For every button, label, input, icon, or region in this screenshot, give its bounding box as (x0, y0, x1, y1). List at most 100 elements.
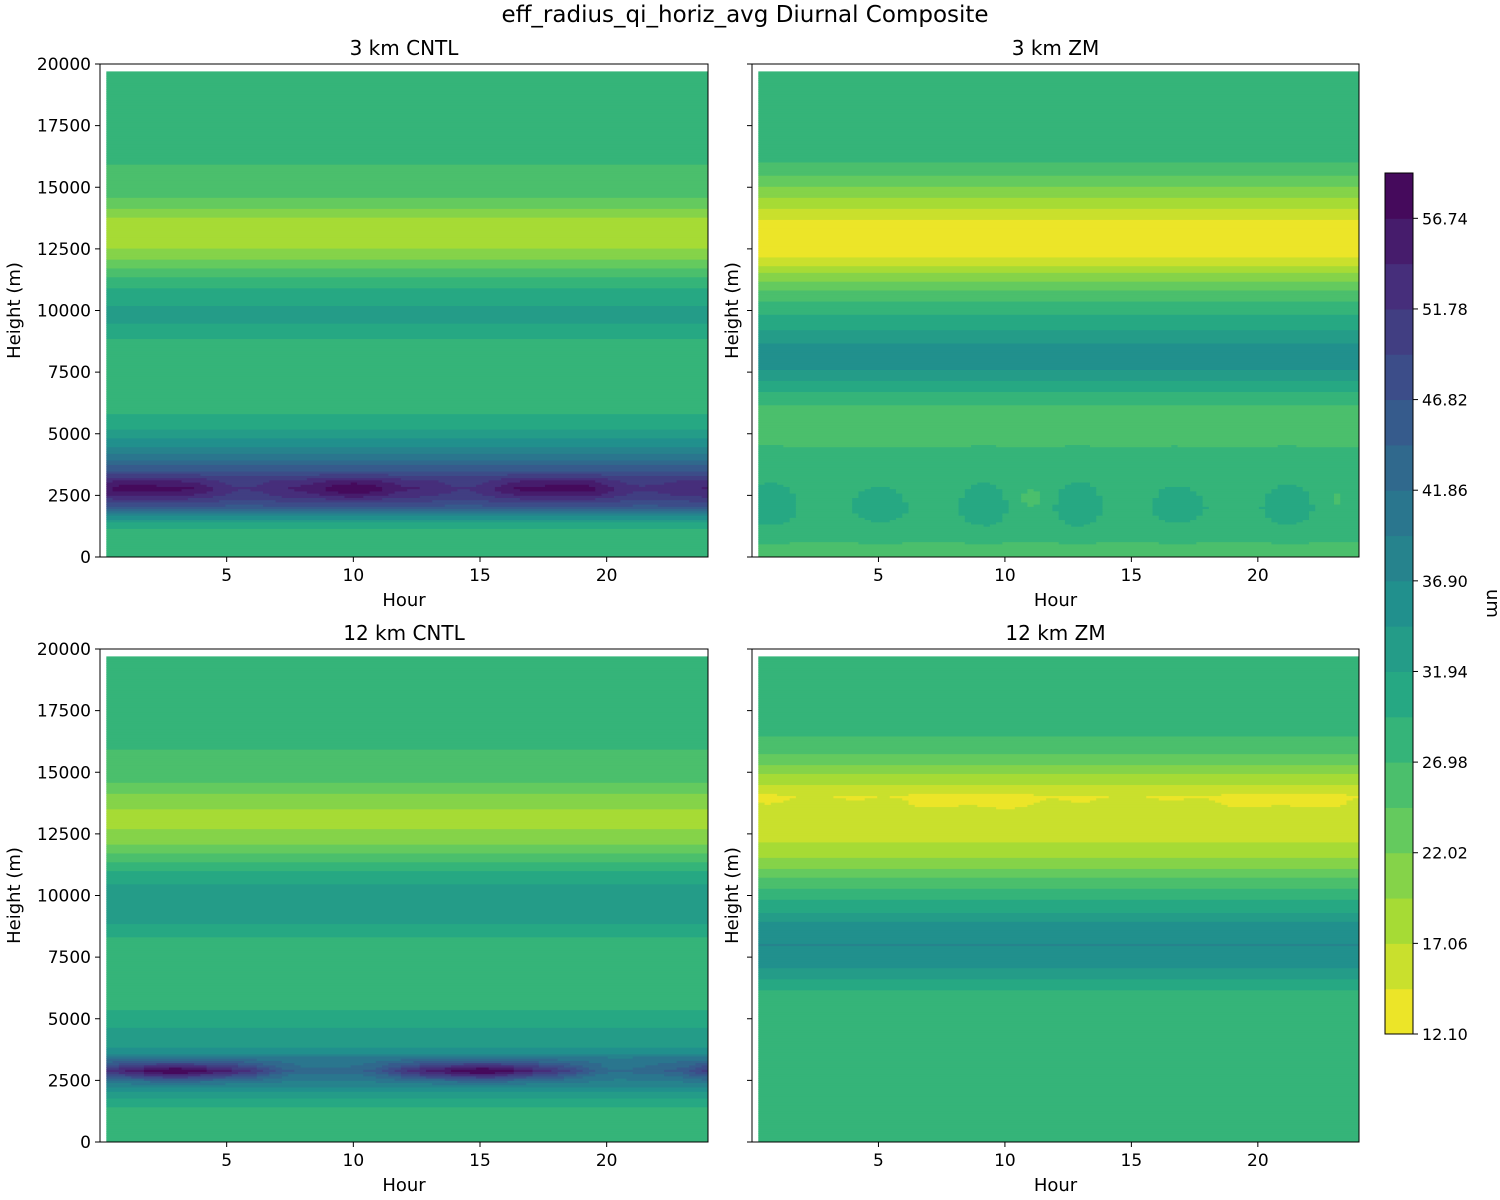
contour-cell (758, 707, 1359, 710)
contour-cell (758, 899, 1359, 903)
contour-cell (106, 1060, 114, 1064)
contour-cell (106, 877, 708, 880)
contour-cell (758, 488, 791, 492)
contour-cell (758, 340, 1359, 344)
contour-cell (758, 462, 1359, 465)
contour-cell (758, 528, 1359, 532)
contour-cell (758, 1053, 1359, 1057)
contour-cell (852, 508, 910, 512)
contour-cell (106, 404, 708, 408)
contour-cell (1165, 486, 1191, 490)
contour-cell (476, 490, 502, 494)
contour-cell (106, 548, 708, 551)
contour-cell (582, 1069, 596, 1072)
contour-cell (758, 696, 1359, 699)
contour-cell (758, 108, 1359, 112)
contour-cell (106, 247, 708, 251)
contour-cell (106, 1042, 708, 1046)
subplot-title: 3 km ZM (1012, 36, 1099, 60)
contour-cell (106, 1124, 708, 1128)
contour-cell (106, 989, 708, 993)
contour-cell (758, 142, 1359, 145)
contour-cell (106, 539, 708, 543)
contour-cell (106, 786, 708, 790)
colorbar-level (1385, 852, 1413, 899)
contour-cell (106, 309, 708, 313)
contour-cell (758, 934, 1359, 938)
contour-cell (626, 481, 665, 485)
contour-cell (106, 1027, 708, 1031)
contour-cell (106, 1126, 708, 1130)
contour-cell (106, 208, 708, 212)
contour-cell (106, 1051, 708, 1055)
contour-cell (1215, 799, 1348, 803)
contour-cell (106, 795, 708, 799)
colorbar-tick-label: 26.98 (1422, 753, 1468, 772)
contour-cell (758, 1049, 1359, 1053)
contour-cell (758, 543, 1359, 547)
contour-cell (758, 181, 1359, 185)
contour-cell (106, 292, 708, 295)
contour-cell (400, 1066, 421, 1070)
contour-cell (106, 197, 708, 201)
contour-cell (588, 1066, 609, 1070)
contour-cell (758, 698, 1359, 702)
contour-cell (758, 1058, 1359, 1061)
colorbar-tick-label: 51.78 (1422, 300, 1468, 319)
contour-cell (758, 969, 1359, 973)
contour-cell (513, 492, 603, 496)
contour-cell (181, 488, 214, 492)
contour-cell (557, 1058, 708, 1061)
contour-cell (758, 667, 1359, 671)
contour-cell (143, 1073, 201, 1077)
contour-cell (1008, 499, 1022, 503)
contour-cell (758, 1097, 1359, 1101)
contour-cell (187, 497, 327, 501)
contour-cell (758, 709, 1359, 713)
contour-cell (106, 177, 708, 181)
contour-cell (338, 490, 371, 494)
contour-cell (701, 1064, 708, 1068)
contour-cell (1027, 501, 1041, 505)
contour-cell (758, 930, 1359, 933)
contour-cell (758, 735, 1359, 739)
contour-cell (758, 486, 791, 490)
x-tick-label: 10 (994, 1151, 1016, 1171)
contour-cell (758, 762, 1359, 766)
contour-cell (1340, 499, 1359, 503)
contour-cell (895, 490, 966, 494)
contour-cell (758, 885, 1359, 889)
contour-cell (106, 1137, 708, 1141)
contour-cell (112, 486, 195, 490)
contour-cell (758, 252, 1359, 256)
contour-cell (538, 1060, 590, 1064)
contour-cell (864, 517, 897, 521)
contour-cell (451, 1064, 515, 1068)
contour-cell (106, 468, 708, 472)
contour-cell (758, 411, 1359, 415)
contour-cell (758, 239, 1359, 242)
contour-cell (106, 420, 708, 423)
y-tick-label: 7500 (48, 948, 91, 968)
contour-cell (106, 175, 708, 178)
colorbar-level (1385, 535, 1413, 582)
contour-cell (106, 250, 708, 253)
contour-cell (582, 1075, 684, 1079)
contour-cell (864, 797, 903, 801)
contour-cell (507, 1080, 590, 1084)
contour-cell (758, 106, 1359, 110)
contour-cell (106, 327, 708, 331)
contour-cell (1089, 481, 1359, 485)
contour-cell (388, 492, 440, 496)
contour-cell (394, 1077, 446, 1081)
contour-cell (106, 409, 708, 412)
x-tick-label: 15 (1121, 566, 1143, 586)
contour-cell (106, 669, 708, 673)
contour-cell (106, 347, 708, 351)
contour-cell (250, 488, 295, 492)
contour-cell (595, 1073, 665, 1077)
contour-cell (758, 161, 1359, 165)
contour-cell (758, 93, 1359, 97)
contour-cell (106, 311, 708, 315)
